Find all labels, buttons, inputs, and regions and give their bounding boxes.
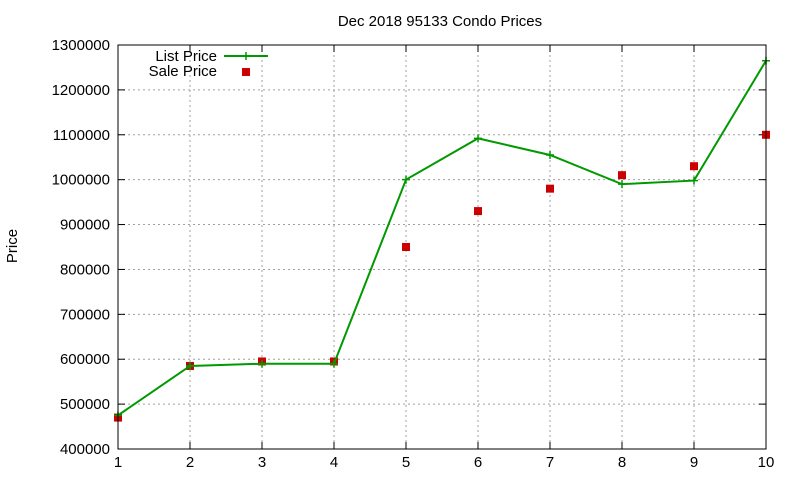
legend-label-list-price: List Price — [155, 48, 217, 65]
sale-price-point — [690, 162, 698, 171]
y-tick-label: 500000 — [60, 396, 110, 413]
list-price-point — [402, 175, 410, 184]
list-price-point — [546, 150, 554, 159]
x-tick-label: 9 — [690, 454, 698, 471]
legend-label-sale-price: Sale Price — [149, 63, 217, 80]
x-tick-label: 1 — [114, 454, 122, 471]
list-price-point — [330, 359, 338, 368]
y-tick-label: 1100000 — [53, 127, 110, 144]
sale-price-point — [546, 184, 554, 193]
sale-price-point — [474, 207, 482, 216]
list-price-point — [690, 176, 698, 185]
legend: List Price Sale Price — [149, 48, 268, 80]
x-tick-label: 3 — [258, 454, 266, 471]
y-tick-label: 700000 — [60, 306, 110, 323]
x-tick-label: 6 — [474, 454, 482, 471]
plot-frame — [117, 44, 767, 450]
x-tick-label: 10 — [758, 454, 775, 471]
y-axis-label: Price — [4, 229, 21, 263]
chart-title: Dec 2018 95133 Condo Prices — [338, 13, 542, 30]
list-price-point — [474, 134, 482, 143]
legend-marker-sale-price — [242, 68, 250, 76]
x-tick-label: 5 — [402, 454, 410, 471]
x-tick-label: 4 — [330, 454, 338, 471]
plot-series — [114, 56, 770, 422]
list-price-point — [258, 359, 266, 368]
legend-marker-list-price — [242, 52, 250, 60]
sale-price-point — [402, 243, 410, 251]
y-tick-label: 400000 — [60, 441, 110, 458]
x-tick-label: 7 — [546, 454, 554, 471]
list-price-point — [186, 361, 194, 370]
x-tick-label: 8 — [618, 454, 626, 471]
y-tick-label: 800000 — [60, 261, 110, 278]
y-tick-label: 900000 — [60, 217, 110, 234]
y-tick-label: 1000000 — [52, 172, 110, 189]
axis-ticks: 400000 500000 600000 700000 800000 900000 1000… — [52, 37, 775, 471]
list-price-line — [117, 60, 767, 417]
sale-price-point — [618, 171, 626, 180]
grid — [118, 45, 766, 449]
list-price-point — [618, 180, 626, 189]
y-tick-label: 1200000 — [52, 82, 110, 99]
y-tick-label: 1300000 — [52, 37, 110, 54]
x-tick-label: 2 — [186, 454, 194, 471]
y-tick-label: 600000 — [60, 351, 110, 368]
